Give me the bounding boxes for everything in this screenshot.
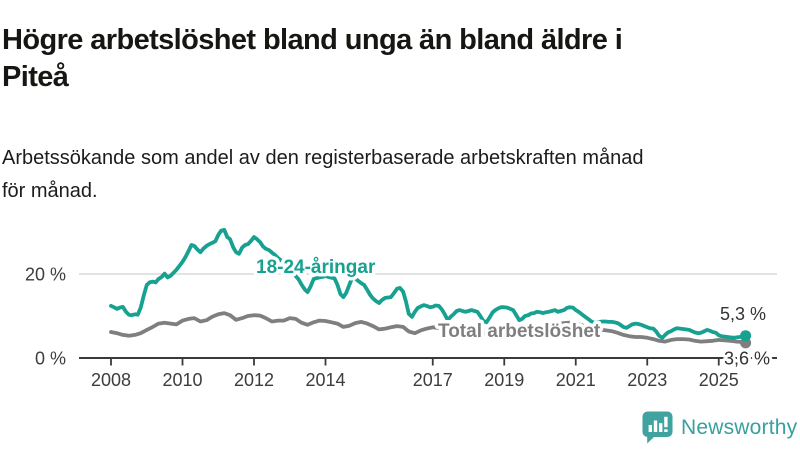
page-title: Högre arbetslöshet bland unga än bland ä…	[2, 22, 623, 96]
x-axis-label: 2010	[162, 370, 202, 390]
x-axis-label: 2014	[305, 370, 345, 390]
chart-subtitle-line2: för månad.	[2, 180, 98, 202]
x-axis-label: 2017	[413, 370, 453, 390]
series-line-0	[109, 227, 748, 340]
newsworthy-logo[interactable]: Newsworthy	[641, 410, 797, 445]
x-axis-label: 2019	[484, 370, 524, 390]
series-line-1	[109, 311, 748, 345]
y-axis-label: 0 %	[35, 349, 66, 369]
line-chart: 0 % 20 % 2008 2010 2012 2014 2017 2019 2021 2023 2…	[25, 227, 777, 390]
speech-bubble-shape	[642, 411, 673, 444]
y-axis-label: 20 %	[25, 265, 66, 285]
series-end-dot-0	[740, 330, 752, 342]
newsworthy-logo-text: Newsworthy	[681, 415, 798, 439]
chart-subtitle: Arbetssökande som andel av den registerb…	[2, 142, 644, 208]
x-axis-label: 2025	[699, 370, 739, 390]
series-label-1: Total arbetslöshet	[438, 321, 601, 342]
page-title-line2: Piteå	[2, 61, 69, 94]
newsworthy-logo-icon	[642, 411, 673, 444]
x-axis-label: 2012	[234, 370, 274, 390]
bar-chart-glyph	[648, 416, 668, 432]
x-axis-label: 2021	[556, 370, 596, 390]
series-end-value-0: 5,3 %	[720, 304, 766, 324]
series-label-0: 18-24-åringar	[256, 257, 376, 278]
chart-subtitle-line1: Arbetssökande som andel av den registerb…	[2, 147, 644, 169]
x-axis-label: 2008	[91, 370, 131, 390]
page-title-line1: Högre arbetslöshet bland unga än bland ä…	[2, 24, 623, 57]
series-end-value-1: 3,6 %	[724, 349, 770, 369]
x-axis-label: 2023	[627, 370, 667, 390]
